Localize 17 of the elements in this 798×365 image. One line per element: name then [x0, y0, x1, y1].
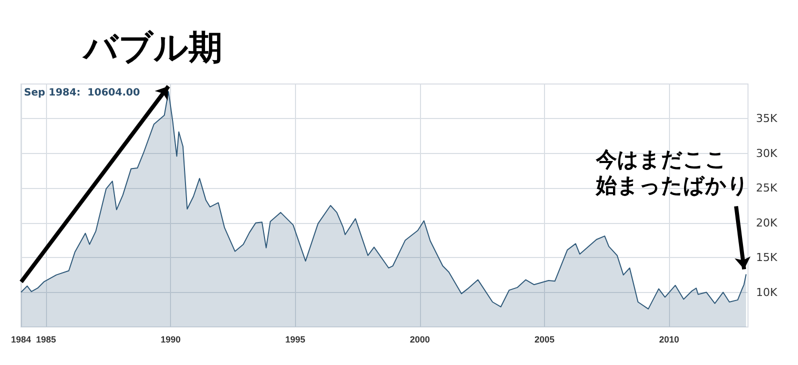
- y-tick-label: 10K: [756, 286, 778, 299]
- x-tick-label: 2005: [534, 334, 555, 344]
- x-tick-label: 2000: [410, 334, 430, 344]
- x-tick-label: 1995: [285, 334, 306, 344]
- y-tick-label: 20K: [756, 216, 778, 230]
- x-tick-label: 1990: [160, 334, 181, 344]
- y-tick-label: 35K: [756, 112, 778, 126]
- x-tick-label: 2010: [659, 334, 680, 344]
- y-tick-label: 25K: [756, 182, 778, 195]
- y-tick-label: 15K: [756, 251, 778, 264]
- annotation: Sep 1984: 10604.00: [24, 88, 140, 98]
- annotation: 始まったばかり: [595, 174, 750, 198]
- annotation: 今はまだここ: [595, 148, 728, 172]
- y-tick-label: 30K: [756, 146, 778, 160]
- x-tick-label: 1984: [10, 334, 32, 344]
- x-tick-label: 1985: [36, 334, 56, 344]
- annotation: バブル期: [81, 28, 222, 68]
